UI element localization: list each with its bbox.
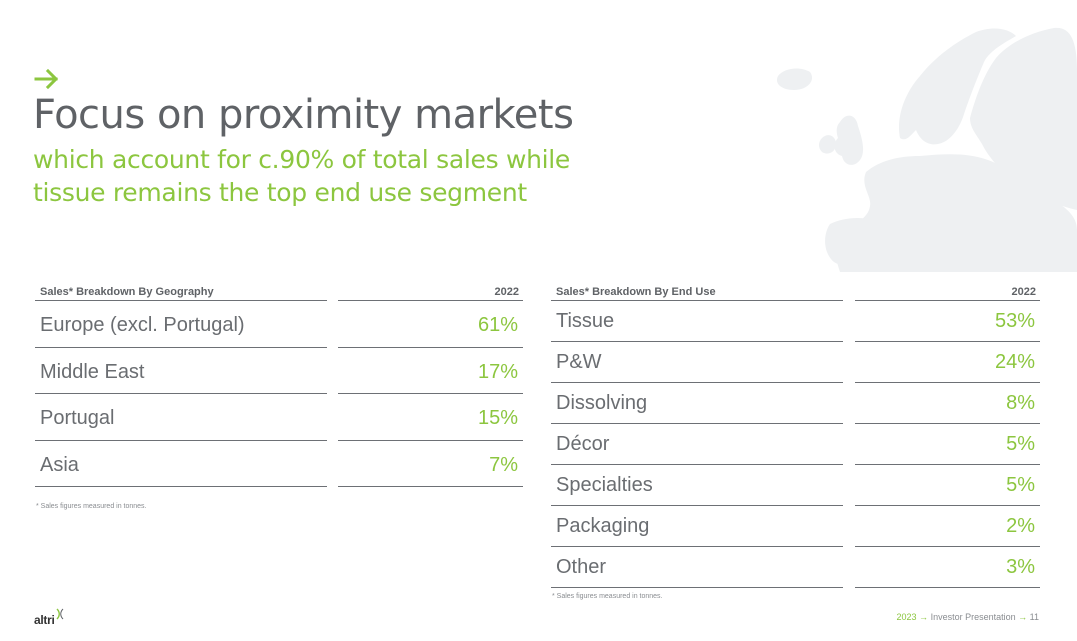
row-label: P&W: [556, 351, 602, 373]
table-row: Specialties 5%: [551, 465, 1040, 506]
table-row: Asia 7%: [35, 441, 523, 487]
table-row: P&W 24%: [551, 342, 1040, 383]
table-header-label: Sales* Breakdown By End Use: [556, 286, 716, 298]
end-use-table: Sales* Breakdown By End Use 2022 Tissue …: [551, 283, 1040, 588]
divider: [551, 341, 843, 342]
divider: [551, 464, 843, 465]
table-header-label: Sales* Breakdown By Geography: [40, 286, 214, 298]
logo-text: altri: [34, 613, 55, 627]
divider: [338, 346, 523, 348]
row-label: Europe (excl. Portugal): [40, 314, 245, 336]
divider: [551, 300, 843, 301]
divider: [338, 300, 523, 301]
divider: [35, 393, 327, 394]
divider: [855, 423, 1040, 424]
table-row: Europe (excl. Portugal) 61%: [35, 301, 523, 348]
row-label: Asia: [40, 453, 79, 476]
divider: [551, 587, 843, 588]
divider: [35, 439, 327, 441]
row-value: 5%: [1006, 474, 1035, 496]
divider: [855, 546, 1040, 547]
row-label: Other: [556, 556, 607, 578]
page-subtitle: which account for c.90% of total sales w…: [33, 145, 571, 207]
row-label: Tissue: [556, 310, 615, 332]
footnote: * Sales figures measured in tonnes.: [552, 593, 663, 600]
row-label: Dissolving: [556, 392, 648, 414]
divider: [35, 346, 327, 348]
divider: [855, 464, 1040, 465]
europe-map: [776, 27, 1077, 272]
footer-year: 2023: [896, 612, 917, 622]
table-row: Other 3%: [551, 547, 1040, 588]
divider: [855, 382, 1040, 383]
row-label: Décor: [556, 433, 610, 455]
row-value: 2%: [1006, 515, 1035, 537]
divider: [855, 341, 1040, 342]
page-number: 11: [1029, 612, 1039, 622]
row-value: 5%: [1006, 433, 1035, 455]
table-row: Décor 5%: [551, 424, 1040, 465]
page-title: Focus on proximity markets: [33, 92, 574, 138]
altri-logo: altri: [34, 608, 74, 628]
table-header-year: 2022: [1011, 286, 1036, 298]
table-row: Tissue 53%: [551, 301, 1040, 342]
table-header: Sales* Breakdown By End Use 2022: [551, 283, 1040, 301]
table-row: Packaging 2%: [551, 506, 1040, 547]
table-row: Middle East 17%: [35, 348, 523, 394]
row-value: 8%: [1006, 392, 1035, 414]
row-value: 24%: [994, 351, 1035, 373]
divider: [551, 505, 843, 506]
footer: 2023 → Investor Presentation → 11: [897, 612, 1040, 622]
arrow-right-icon: →: [1018, 612, 1028, 622]
divider: [855, 505, 1040, 506]
row-value: 3%: [1006, 556, 1035, 578]
row-value: 7%: [489, 453, 518, 476]
row-label: Specialties: [556, 474, 653, 496]
row-label: Middle East: [40, 360, 145, 383]
arrow-right-icon: [34, 68, 59, 90]
row-value: 61%: [477, 314, 518, 336]
table-row: Portugal 15%: [35, 394, 523, 441]
divider: [338, 439, 523, 441]
logo-mark-icon: [56, 608, 64, 620]
divider: [35, 486, 327, 487]
arrow-right-icon: →: [919, 612, 929, 622]
table-header-year: 2022: [494, 286, 519, 298]
footnote: * Sales figures measured in tonnes.: [36, 503, 147, 510]
table-header: Sales* Breakdown By Geography 2022: [35, 283, 523, 301]
divider: [551, 546, 843, 547]
divider: [551, 423, 843, 424]
footer-presentation: Investor Presentation: [930, 612, 1016, 622]
divider: [338, 393, 523, 394]
row-value: 15%: [477, 407, 518, 429]
row-value: 17%: [477, 360, 518, 383]
divider: [35, 300, 327, 301]
divider: [855, 587, 1040, 588]
divider: [855, 300, 1040, 301]
row-value: 53%: [994, 310, 1035, 332]
divider: [338, 486, 523, 487]
geography-table: Sales* Breakdown By Geography 2022 Europ…: [35, 283, 523, 487]
row-label: Portugal: [40, 407, 115, 429]
row-label: Packaging: [556, 515, 650, 537]
table-row: Dissolving 8%: [551, 383, 1040, 424]
divider: [551, 382, 843, 383]
